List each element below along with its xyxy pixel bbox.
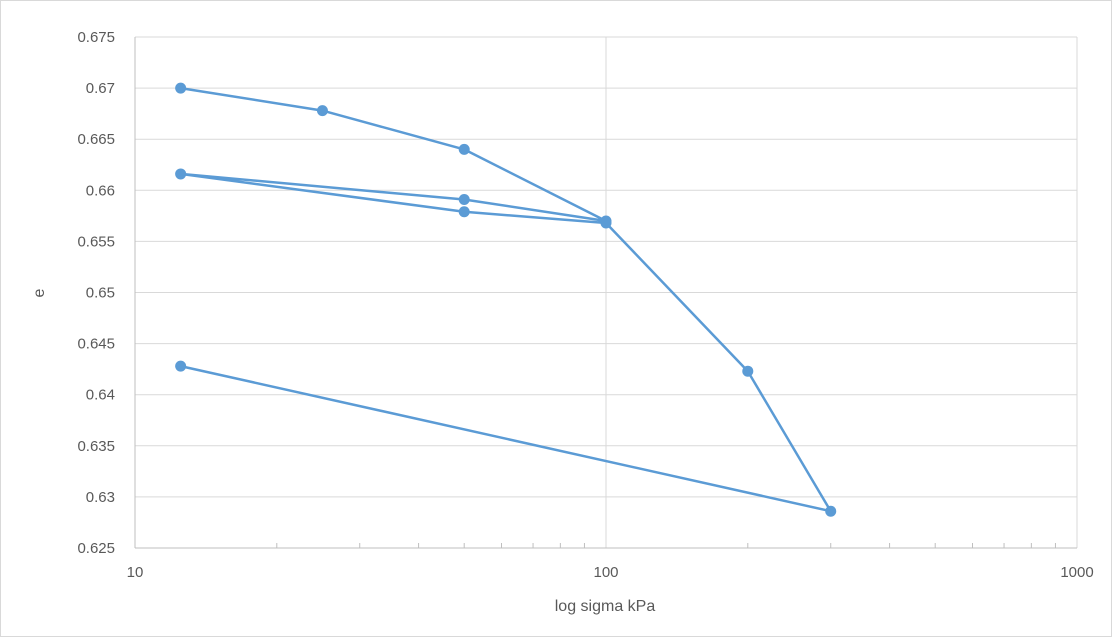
data-point: [600, 217, 612, 229]
data-point: [742, 365, 754, 377]
data-point: [175, 360, 187, 372]
y-tick-label: 0.625: [77, 540, 115, 557]
y-axis-title: e: [31, 288, 48, 297]
y-tick-label: 0.675: [77, 29, 115, 46]
data-point: [175, 82, 187, 94]
x-tick-label: 10: [127, 564, 144, 581]
y-tick-label: 0.63: [86, 489, 115, 506]
x-tick-labels: 10 100 1000: [127, 564, 1094, 581]
data-point: [316, 105, 328, 117]
y-tick-label: 0.645: [77, 336, 115, 353]
y-tick-labels: 0.625 0.63 0.635 0.64 0.645 0.65 0.655 0.66 0.66…: [77, 29, 115, 557]
y-tick-label: 0.64: [86, 387, 115, 404]
x-tick-label: 1000: [1060, 564, 1093, 581]
data-point: [825, 505, 837, 517]
x-gridlines: [605, 37, 1078, 548]
y-tick-label: 0.665: [77, 131, 115, 148]
y-tick-label: 0.66: [86, 182, 115, 199]
y-tick-label: 0.65: [86, 285, 115, 302]
axes: [134, 37, 1077, 549]
y-tick-label: 0.635: [77, 438, 115, 455]
data-point: [175, 168, 187, 180]
data-point: [458, 193, 470, 205]
data-series: [175, 82, 837, 517]
series-line: [179, 86, 832, 513]
data-point: [458, 143, 470, 155]
x-tick-label: 100: [593, 564, 618, 581]
y-tick-label: 0.67: [86, 80, 115, 97]
x-axis-title: log sigma kPa: [555, 598, 656, 615]
data-point: [458, 206, 470, 218]
y-tick-label: 0.655: [77, 233, 115, 250]
